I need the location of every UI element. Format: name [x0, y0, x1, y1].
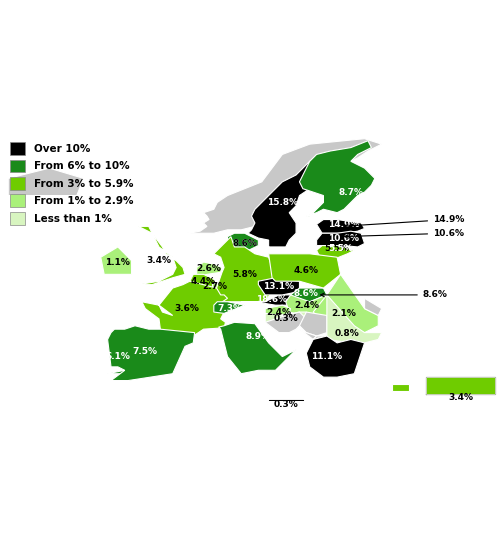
Text: 8.6%: 8.6%	[232, 239, 257, 248]
Text: 13.1%: 13.1%	[264, 281, 294, 291]
Polygon shape	[227, 233, 259, 254]
Text: 11.1%: 11.1%	[311, 359, 343, 368]
Polygon shape	[241, 295, 291, 305]
Text: 2.1%: 2.1%	[331, 309, 357, 318]
Polygon shape	[142, 281, 227, 336]
Polygon shape	[137, 226, 185, 285]
Polygon shape	[299, 312, 327, 336]
Polygon shape	[269, 254, 341, 288]
Polygon shape	[259, 278, 299, 295]
Polygon shape	[219, 322, 296, 374]
Polygon shape	[8, 168, 83, 196]
Polygon shape	[248, 161, 337, 248]
Polygon shape	[299, 329, 316, 339]
Text: 7.5%: 7.5%	[133, 347, 158, 356]
Polygon shape	[286, 295, 337, 316]
Text: 8.6%: 8.6%	[320, 291, 448, 300]
Text: 2.4%: 2.4%	[294, 301, 319, 310]
Polygon shape	[212, 283, 217, 289]
Text: 8.6%: 8.6%	[294, 289, 319, 298]
Polygon shape	[108, 326, 195, 380]
Text: 15.8%: 15.8%	[267, 198, 298, 207]
Text: 0.3%: 0.3%	[274, 315, 298, 323]
Polygon shape	[316, 219, 365, 233]
Polygon shape	[197, 262, 222, 278]
Polygon shape	[316, 246, 354, 258]
Polygon shape	[101, 247, 132, 274]
Text: 0.3%: 0.3%	[274, 400, 298, 409]
Text: 5.5%: 5.5%	[325, 244, 350, 254]
Polygon shape	[190, 274, 217, 288]
Polygon shape	[265, 305, 291, 316]
Polygon shape	[392, 384, 409, 391]
Polygon shape	[214, 236, 279, 302]
Polygon shape	[214, 302, 244, 314]
Text: 14.9%: 14.9%	[328, 220, 360, 229]
Text: 0.8%: 0.8%	[335, 330, 360, 339]
Polygon shape	[316, 231, 365, 247]
Text: 2.7%: 2.7%	[202, 281, 227, 291]
Polygon shape	[327, 295, 382, 343]
Polygon shape	[426, 377, 495, 394]
Text: 10.6%: 10.6%	[345, 229, 464, 238]
Polygon shape	[306, 336, 365, 377]
Text: 6.1%: 6.1%	[106, 352, 130, 361]
Polygon shape	[313, 336, 327, 350]
Polygon shape	[313, 336, 327, 350]
Text: 4.4%: 4.4%	[191, 277, 216, 286]
Text: 10.6%: 10.6%	[328, 234, 360, 242]
Polygon shape	[365, 299, 382, 316]
Text: 8.6%: 8.6%	[232, 239, 257, 248]
Polygon shape	[299, 141, 375, 216]
Polygon shape	[291, 288, 327, 302]
Text: 1.1%: 1.1%	[106, 258, 130, 267]
Text: 3.6%: 3.6%	[174, 304, 199, 313]
Text: 3.4%: 3.4%	[146, 256, 172, 265]
Text: 5.5%: 5.5%	[328, 244, 353, 254]
Text: 8.7%: 8.7%	[339, 188, 363, 197]
Legend: Over 10%, From 6% to 10%, From 3% to 5.9%, From 1% to 2.9%, Less than 1%: Over 10%, From 6% to 10%, From 3% to 5.9…	[7, 139, 136, 227]
Text: 3.4%: 3.4%	[448, 393, 473, 401]
Text: 4.6%: 4.6%	[294, 266, 319, 276]
Polygon shape	[313, 274, 378, 333]
Polygon shape	[265, 312, 306, 333]
Text: 2.4%: 2.4%	[267, 308, 291, 317]
Polygon shape	[265, 312, 306, 333]
Polygon shape	[160, 139, 382, 233]
Text: 8.9%: 8.9%	[246, 332, 271, 340]
Text: 14.9%: 14.9%	[345, 215, 464, 228]
Text: 18.6%: 18.6%	[257, 295, 288, 304]
Text: 2.6%: 2.6%	[196, 264, 221, 273]
Text: 11.1%: 11.1%	[311, 352, 343, 361]
Text: 5.8%: 5.8%	[232, 270, 257, 279]
Polygon shape	[108, 333, 128, 374]
Text: 7.3%: 7.3%	[217, 304, 242, 313]
